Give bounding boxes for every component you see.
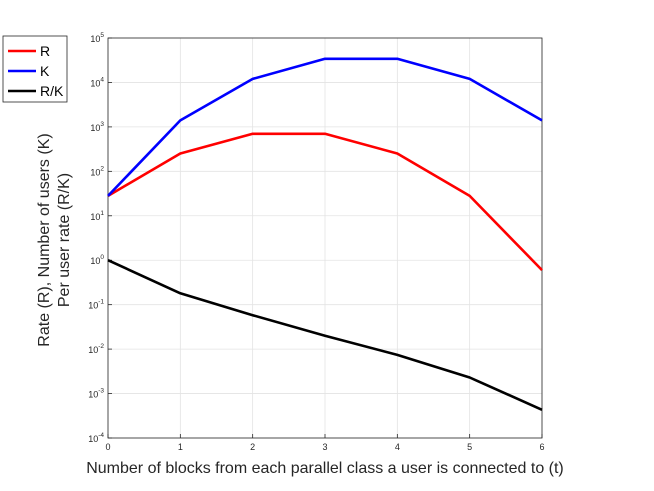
y-tick-label: 103 <box>90 121 104 133</box>
y-tick-label: 102 <box>90 165 104 177</box>
series-line-k <box>107 57 543 197</box>
x-axis-label: Number of blocks from each parallel clas… <box>86 460 564 477</box>
axis-ticks: 0 1 2 3 4 5 6 105 104 103 102 101 100 10-1 10-2 10-3 10-… <box>88 32 544 452</box>
legend: R K R/K <box>2 35 68 103</box>
legend-label-k: K <box>40 63 50 79</box>
series-line-r-k <box>107 259 543 411</box>
y-tick-label: 10-4 <box>88 432 104 444</box>
y-tick-label: 105 <box>90 32 104 44</box>
series-lines <box>107 57 543 411</box>
x-tick-label: 0 <box>105 442 110 452</box>
y-tick-label: 100 <box>90 254 104 266</box>
x-tick-label: 2 <box>250 442 255 452</box>
y-tick-label: 10-3 <box>88 388 104 400</box>
x-tick-label: 1 <box>178 442 183 452</box>
y-tick-label: 10-2 <box>88 343 104 355</box>
series-line-r <box>107 132 543 272</box>
x-tick-label: 6 <box>539 442 544 452</box>
y-tick-label: 104 <box>90 76 104 88</box>
y-axis-label-line-1: Rate (R), Number of users (K) <box>36 133 53 346</box>
x-tick-label: 5 <box>467 442 472 452</box>
legend-label-r-over-k: R/K <box>40 83 64 99</box>
x-tick-label: 4 <box>395 442 400 452</box>
legend-label-r: R <box>40 43 50 59</box>
y-tick-label: 10-1 <box>88 299 104 311</box>
y-tick-label: 101 <box>90 210 104 222</box>
x-tick-label: 3 <box>322 442 327 452</box>
y-axis-label-line-2: Per user rate (R/K) <box>56 173 73 307</box>
